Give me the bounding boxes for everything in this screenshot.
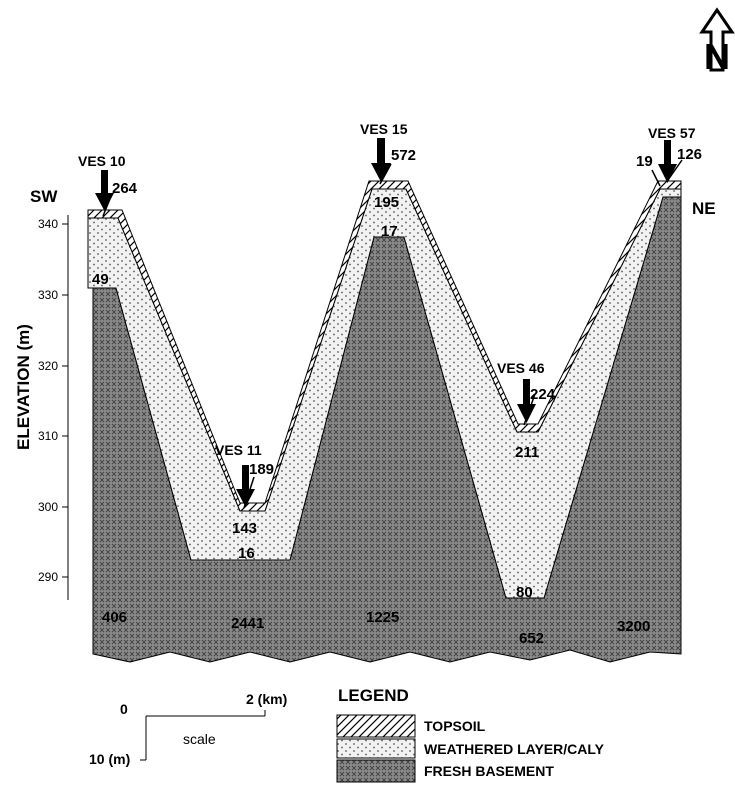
basement-value: 3200: [617, 618, 650, 635]
basement-value: 1225: [366, 609, 399, 626]
basement-value: 652: [519, 630, 544, 647]
y-axis-ticks: 340 330 320 310 300 290: [38, 217, 68, 584]
weathered-value: 195: [374, 194, 399, 211]
leader-lines: [102, 159, 683, 509]
legend-label-weathered: WEATHERED LAYER/CALY: [424, 741, 605, 757]
legend-swatch-basement: [336, 759, 416, 783]
y-tick-label: 290: [38, 570, 58, 584]
north-letter: N: [704, 36, 730, 77]
y-tick-label: 340: [38, 217, 58, 231]
y-axis-title: ELEVATION (m): [14, 324, 33, 450]
scale-bar: 0 2 (km) 10 (m) scale: [89, 691, 287, 767]
topsoil-layer: [87, 180, 682, 512]
weathered-value: 143: [232, 520, 257, 537]
ves-label: VES 15: [360, 121, 408, 137]
weathered-value: 80: [516, 584, 533, 601]
ne-label: NE: [692, 199, 716, 218]
legend-swatch-weathered: [336, 738, 416, 759]
y-tick-label: 300: [38, 500, 58, 514]
weathered-value: 19: [636, 153, 653, 170]
scale-vertical: 10 (m): [89, 751, 130, 767]
topsoil-value: 189: [249, 461, 274, 478]
topsoil-value: 572: [391, 147, 416, 164]
weathered-value: 17: [381, 223, 398, 240]
scale-horizontal: 2 (km): [246, 691, 287, 707]
scale-zero: 0: [120, 701, 128, 717]
legend-label-topsoil: TOPSOIL: [424, 718, 486, 734]
ves-label: VES 46: [497, 360, 545, 376]
topsoil-value: 224: [530, 386, 556, 403]
basement-value: 406: [102, 609, 127, 626]
weathered-value: 16: [238, 545, 255, 562]
y-tick-label: 330: [38, 288, 58, 302]
scale-label: scale: [183, 731, 216, 747]
north-arrow-icon: N: [699, 7, 735, 77]
ves-label: VES 10: [78, 153, 126, 169]
y-tick-label: 320: [38, 359, 58, 373]
legend: LEGEND TOPSOIL WEATHERED LAYER/CALY FRES…: [336, 686, 605, 783]
topsoil-value: 264: [112, 180, 138, 197]
topsoil-value: 126: [677, 146, 702, 163]
sw-label: SW: [30, 187, 58, 206]
ves-label: VES 11: [215, 442, 262, 458]
y-tick-label: 310: [38, 429, 58, 443]
legend-title: LEGEND: [338, 686, 409, 705]
ves-label: VES 57: [648, 125, 696, 141]
weathered-value: 49: [92, 271, 109, 288]
legend-swatch-topsoil: [336, 714, 416, 738]
legend-label-basement: FRESH BASEMENT: [424, 763, 554, 779]
basement-value: 2441: [231, 615, 264, 632]
weathered-value: 211: [515, 444, 539, 461]
